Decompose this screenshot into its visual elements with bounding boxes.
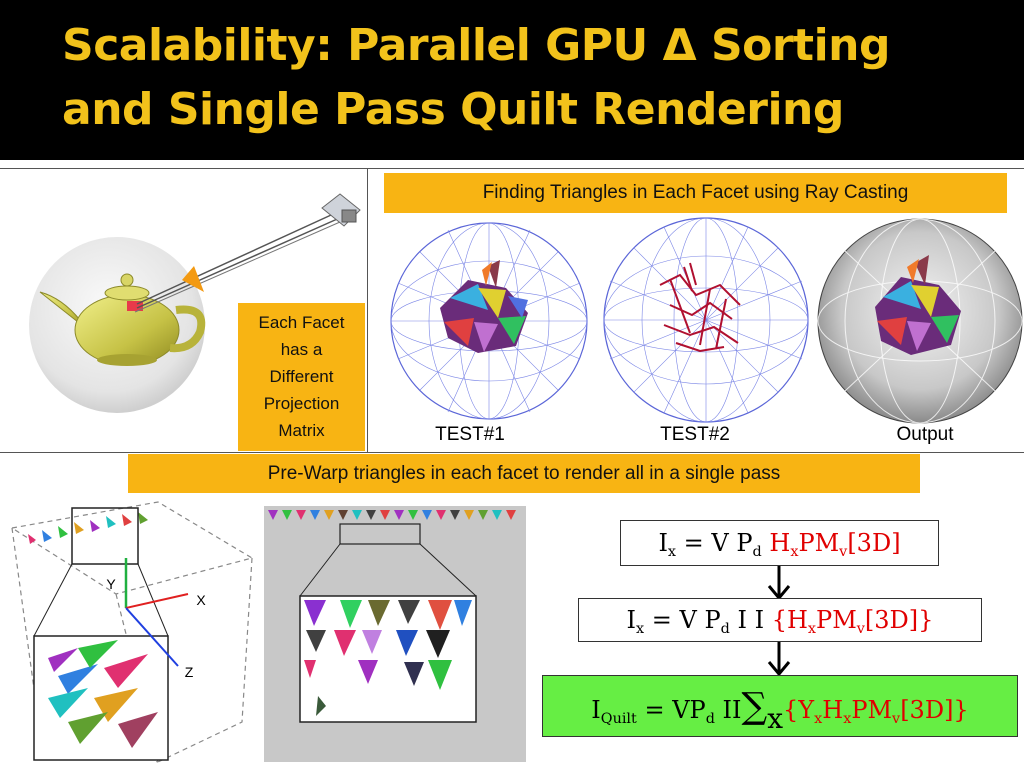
vertical-divider	[367, 168, 368, 452]
equation-1: Ix = V Pd HxPMv[3D]	[620, 520, 939, 566]
eq1-text: Ix = V Pd HxPMv[3D]	[658, 529, 901, 561]
prewarp-3d-view	[10, 501, 254, 763]
test2-wireframe-sphere	[603, 217, 809, 423]
output-render-sphere	[817, 218, 1023, 424]
middle-divider	[0, 452, 1024, 453]
test1-wireframe-sphere	[390, 222, 588, 420]
caption-output: Output	[896, 424, 954, 445]
facet-line: has a	[280, 340, 323, 359]
title-line-2: and Single Pass Quilt Rendering	[62, 84, 844, 135]
axis-label-y: Y	[106, 576, 116, 592]
title-line-1: Scalability: Parallel GPU Δ Sorting	[62, 20, 891, 71]
equation-3: IQuilt = VPd II∑x{YxHxPMv[3D]}	[542, 675, 1018, 737]
teapot-sphere-illustration	[29, 193, 361, 413]
ray-casting-box: Finding Triangles in Each Facet using Ra…	[384, 173, 1007, 213]
axis-label-z: Z	[184, 664, 194, 680]
caption-test2: TEST#2	[660, 424, 730, 445]
slide-title: Scalability: Parallel GPU Δ Sorting and …	[62, 14, 1012, 142]
axis-label-x: X	[196, 592, 206, 608]
arrow-down-icon	[767, 566, 791, 600]
eq2-text: Ix = V Pd I I {HxPMv[3D]}	[626, 606, 934, 638]
eq3-text: IQuilt = VPd II∑x{YxHxPMv[3D]}	[591, 685, 969, 735]
facet-line: Projection	[263, 394, 340, 413]
top-divider	[0, 168, 1024, 169]
quilt-render-image	[264, 506, 526, 762]
facet-projection-box: Each Facet has a Different Projection Ma…	[238, 303, 365, 451]
facet-line: Each Facet	[258, 313, 345, 332]
caption-test1: TEST#1	[435, 424, 505, 445]
facet-line: Different	[269, 367, 334, 386]
facet-line: Matrix	[278, 421, 325, 440]
title-bar: Scalability: Parallel GPU Δ Sorting and …	[0, 0, 1024, 160]
equation-2: Ix = V Pd I I {HxPMv[3D]}	[578, 598, 982, 642]
prewarp-box: Pre-Warp triangles in each facet to rend…	[128, 454, 920, 493]
arrow-down-icon	[767, 642, 791, 676]
